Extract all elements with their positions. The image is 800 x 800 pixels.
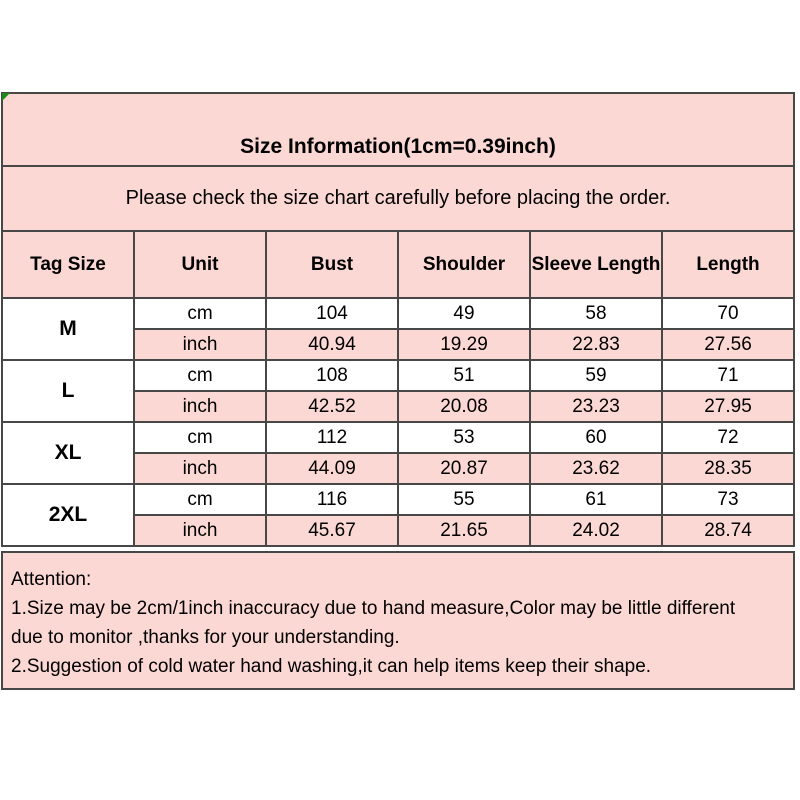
cell-xl-length-inch: 28.35 [661,452,795,485]
table-row-m-inch: inch 40.94 19.29 22.83 27.56 [2,328,795,361]
size-chart-sheet: Size Information(1cm=0.39inch) Please ch… [1,92,795,690]
green-corner-marker-icon [2,93,10,101]
col-header-tag-size: Tag Size [1,230,135,299]
col-header-shoulder: Shoulder [397,230,531,299]
cell-xl-bust-inch: 44.09 [265,452,399,485]
tag-size-2xl: 2XL [1,483,135,547]
cell-l-bust-inch: 42.52 [265,390,399,423]
unit-label-cm: cm [133,359,267,392]
cell-2xl-shoulder-inch: 21.65 [397,514,531,547]
cell-m-sleeve-cm: 58 [529,297,663,330]
table-row-l-inch: inch 42.52 20.08 23.23 27.95 [2,390,795,423]
unit-label-cm: cm [133,483,267,516]
cell-2xl-sleeve-cm: 61 [529,483,663,516]
cell-xl-sleeve-cm: 60 [529,421,663,454]
cell-m-length-inch: 27.56 [661,328,795,361]
col-header-bust: Bust [265,230,399,299]
cell-xl-shoulder-cm: 53 [397,421,531,454]
attention-note-2: 2.Suggestion of cold water hand washing,… [11,656,652,677]
table-row-xl-cm: XL cm 112 53 60 72 [1,421,795,485]
tag-size-xl: XL [1,421,135,485]
cell-2xl-length-inch: 28.74 [661,514,795,547]
table-row-m-cm: M cm 104 49 58 70 [1,297,795,361]
cell-l-length-inch: 27.95 [661,390,795,423]
unit-label-cm: cm [133,297,267,330]
cell-xl-length-cm: 72 [661,421,795,454]
cell-2xl-length-cm: 73 [661,483,795,516]
size-table: Size Information(1cm=0.39inch) Please ch… [1,92,795,547]
attention-box: Attention: 1.Size may be 2cm/1inch inacc… [1,551,795,690]
cell-l-sleeve-inch: 23.23 [529,390,663,423]
table-row-2xl-inch: inch 45.67 21.65 24.02 28.74 [2,514,795,547]
cell-xl-sleeve-inch: 23.62 [529,452,663,485]
unit-label-inch: inch [133,452,267,485]
cell-l-shoulder-cm: 51 [397,359,531,392]
cell-l-sleeve-cm: 59 [529,359,663,392]
cell-xl-shoulder-inch: 20.87 [397,452,531,485]
unit-label-inch: inch [133,390,267,423]
cell-l-length-cm: 71 [661,359,795,392]
col-header-unit: Unit [133,230,267,299]
table-row-2xl-cm: 2XL cm 116 55 61 73 [1,483,795,547]
subtitle-text: Please check the size chart carefully be… [1,165,795,232]
cell-xl-bust-cm: 112 [265,421,399,454]
table-header-row: Tag Size Unit Bust Shoulder Sleeve Lengt… [1,230,795,299]
subtitle-row: Please check the size chart carefully be… [1,165,795,232]
unit-label-inch: inch [133,514,267,547]
cell-m-sleeve-inch: 22.83 [529,328,663,361]
cell-m-shoulder-inch: 19.29 [397,328,531,361]
title-row: Size Information(1cm=0.39inch) [1,92,795,167]
tag-size-m: M [1,297,135,361]
attention-heading: Attention: [11,569,92,590]
cell-l-shoulder-inch: 20.08 [397,390,531,423]
cell-2xl-bust-inch: 45.67 [265,514,399,547]
cell-m-shoulder-cm: 49 [397,297,531,330]
cell-2xl-sleeve-inch: 24.02 [529,514,663,547]
col-header-sleeve-length: Sleeve Length [529,230,663,299]
col-header-length: Length [661,230,795,299]
table-row-l-cm: L cm 108 51 59 71 [1,359,795,423]
tag-size-l: L [1,359,135,423]
unit-label-inch: inch [133,328,267,361]
unit-label-cm: cm [133,421,267,454]
attention-note-1: 1.Size may be 2cm/1inch inaccuracy due t… [11,598,736,648]
table-row-xl-inch: inch 44.09 20.87 23.62 28.35 [2,452,795,485]
cell-2xl-bust-cm: 116 [265,483,399,516]
cell-m-length-cm: 70 [661,297,795,330]
cell-l-bust-cm: 108 [265,359,399,392]
cell-2xl-shoulder-cm: 55 [397,483,531,516]
cell-m-bust-inch: 40.94 [265,328,399,361]
page-title: Size Information(1cm=0.39inch) [1,92,795,167]
cell-m-bust-cm: 104 [265,297,399,330]
